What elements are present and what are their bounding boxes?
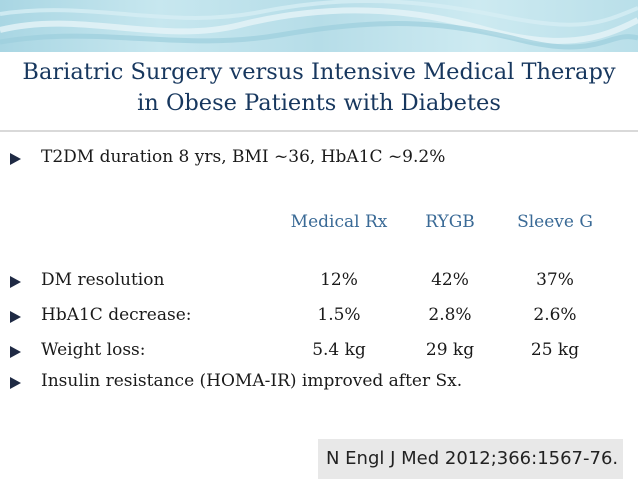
citation-text: N Engl J Med 2012;366:1567-76. <box>326 448 619 469</box>
decorative-wave-band <box>0 0 638 52</box>
closing-bullet: Insulin resistance (HOMA-IR) improved af… <box>0 369 638 395</box>
intro-bullet: T2DM duration 8 yrs, BMI ~36, HbA1C ~9.2… <box>0 145 638 171</box>
bullet-arrow-icon <box>10 346 21 358</box>
bullet-arrow-icon <box>10 276 21 288</box>
row-value-rygb: 2.8% <box>428 305 472 325</box>
table-row: DM resolution 12% 42% 37% <box>0 268 638 294</box>
row-value-sleeve: 2.6% <box>533 305 577 325</box>
header-sleeve-g: Sleeve G <box>517 212 593 232</box>
citation-box: N Engl J Med 2012;366:1567-76. <box>318 439 623 479</box>
header-rygb: RYGB <box>425 212 475 232</box>
table-header-row: Medical Rx RYGB Sleeve G <box>0 210 638 236</box>
row-value-sleeve: 25 kg <box>530 340 580 360</box>
row-label: DM resolution <box>41 270 165 290</box>
slide-title-line-2: in Obese Patients with Diabetes <box>137 90 501 116</box>
bullet-arrow-icon <box>10 311 21 323</box>
closing-text: Insulin resistance (HOMA-IR) improved af… <box>41 371 463 391</box>
intro-text: T2DM duration 8 yrs, BMI ~36, HbA1C ~9.2… <box>41 147 446 167</box>
table-row: Weight loss: 5.4 kg 29 kg 25 kg <box>0 338 638 364</box>
row-value-sleeve: 37% <box>536 270 574 290</box>
row-label: HbA1C decrease: <box>41 305 192 325</box>
bullet-arrow-icon <box>10 153 21 165</box>
wave-pattern <box>0 0 638 50</box>
header-medical-rx: Medical Rx <box>290 212 388 232</box>
row-value-medical: 1.5% <box>317 305 361 325</box>
row-label: Weight loss: <box>41 340 146 360</box>
title-box: Bariatric Surgery versus Intensive Medic… <box>0 52 638 132</box>
bullet-arrow-icon <box>10 377 21 389</box>
row-value-medical: 5.4 kg <box>312 340 366 360</box>
row-value-rygb: 29 kg <box>425 340 475 360</box>
row-value-rygb: 42% <box>431 270 469 290</box>
slide-title-line-1: Bariatric Surgery versus Intensive Medic… <box>22 59 616 85</box>
table-row: HbA1C decrease: 1.5% 2.8% 2.6% <box>0 303 638 329</box>
row-value-medical: 12% <box>320 270 358 290</box>
